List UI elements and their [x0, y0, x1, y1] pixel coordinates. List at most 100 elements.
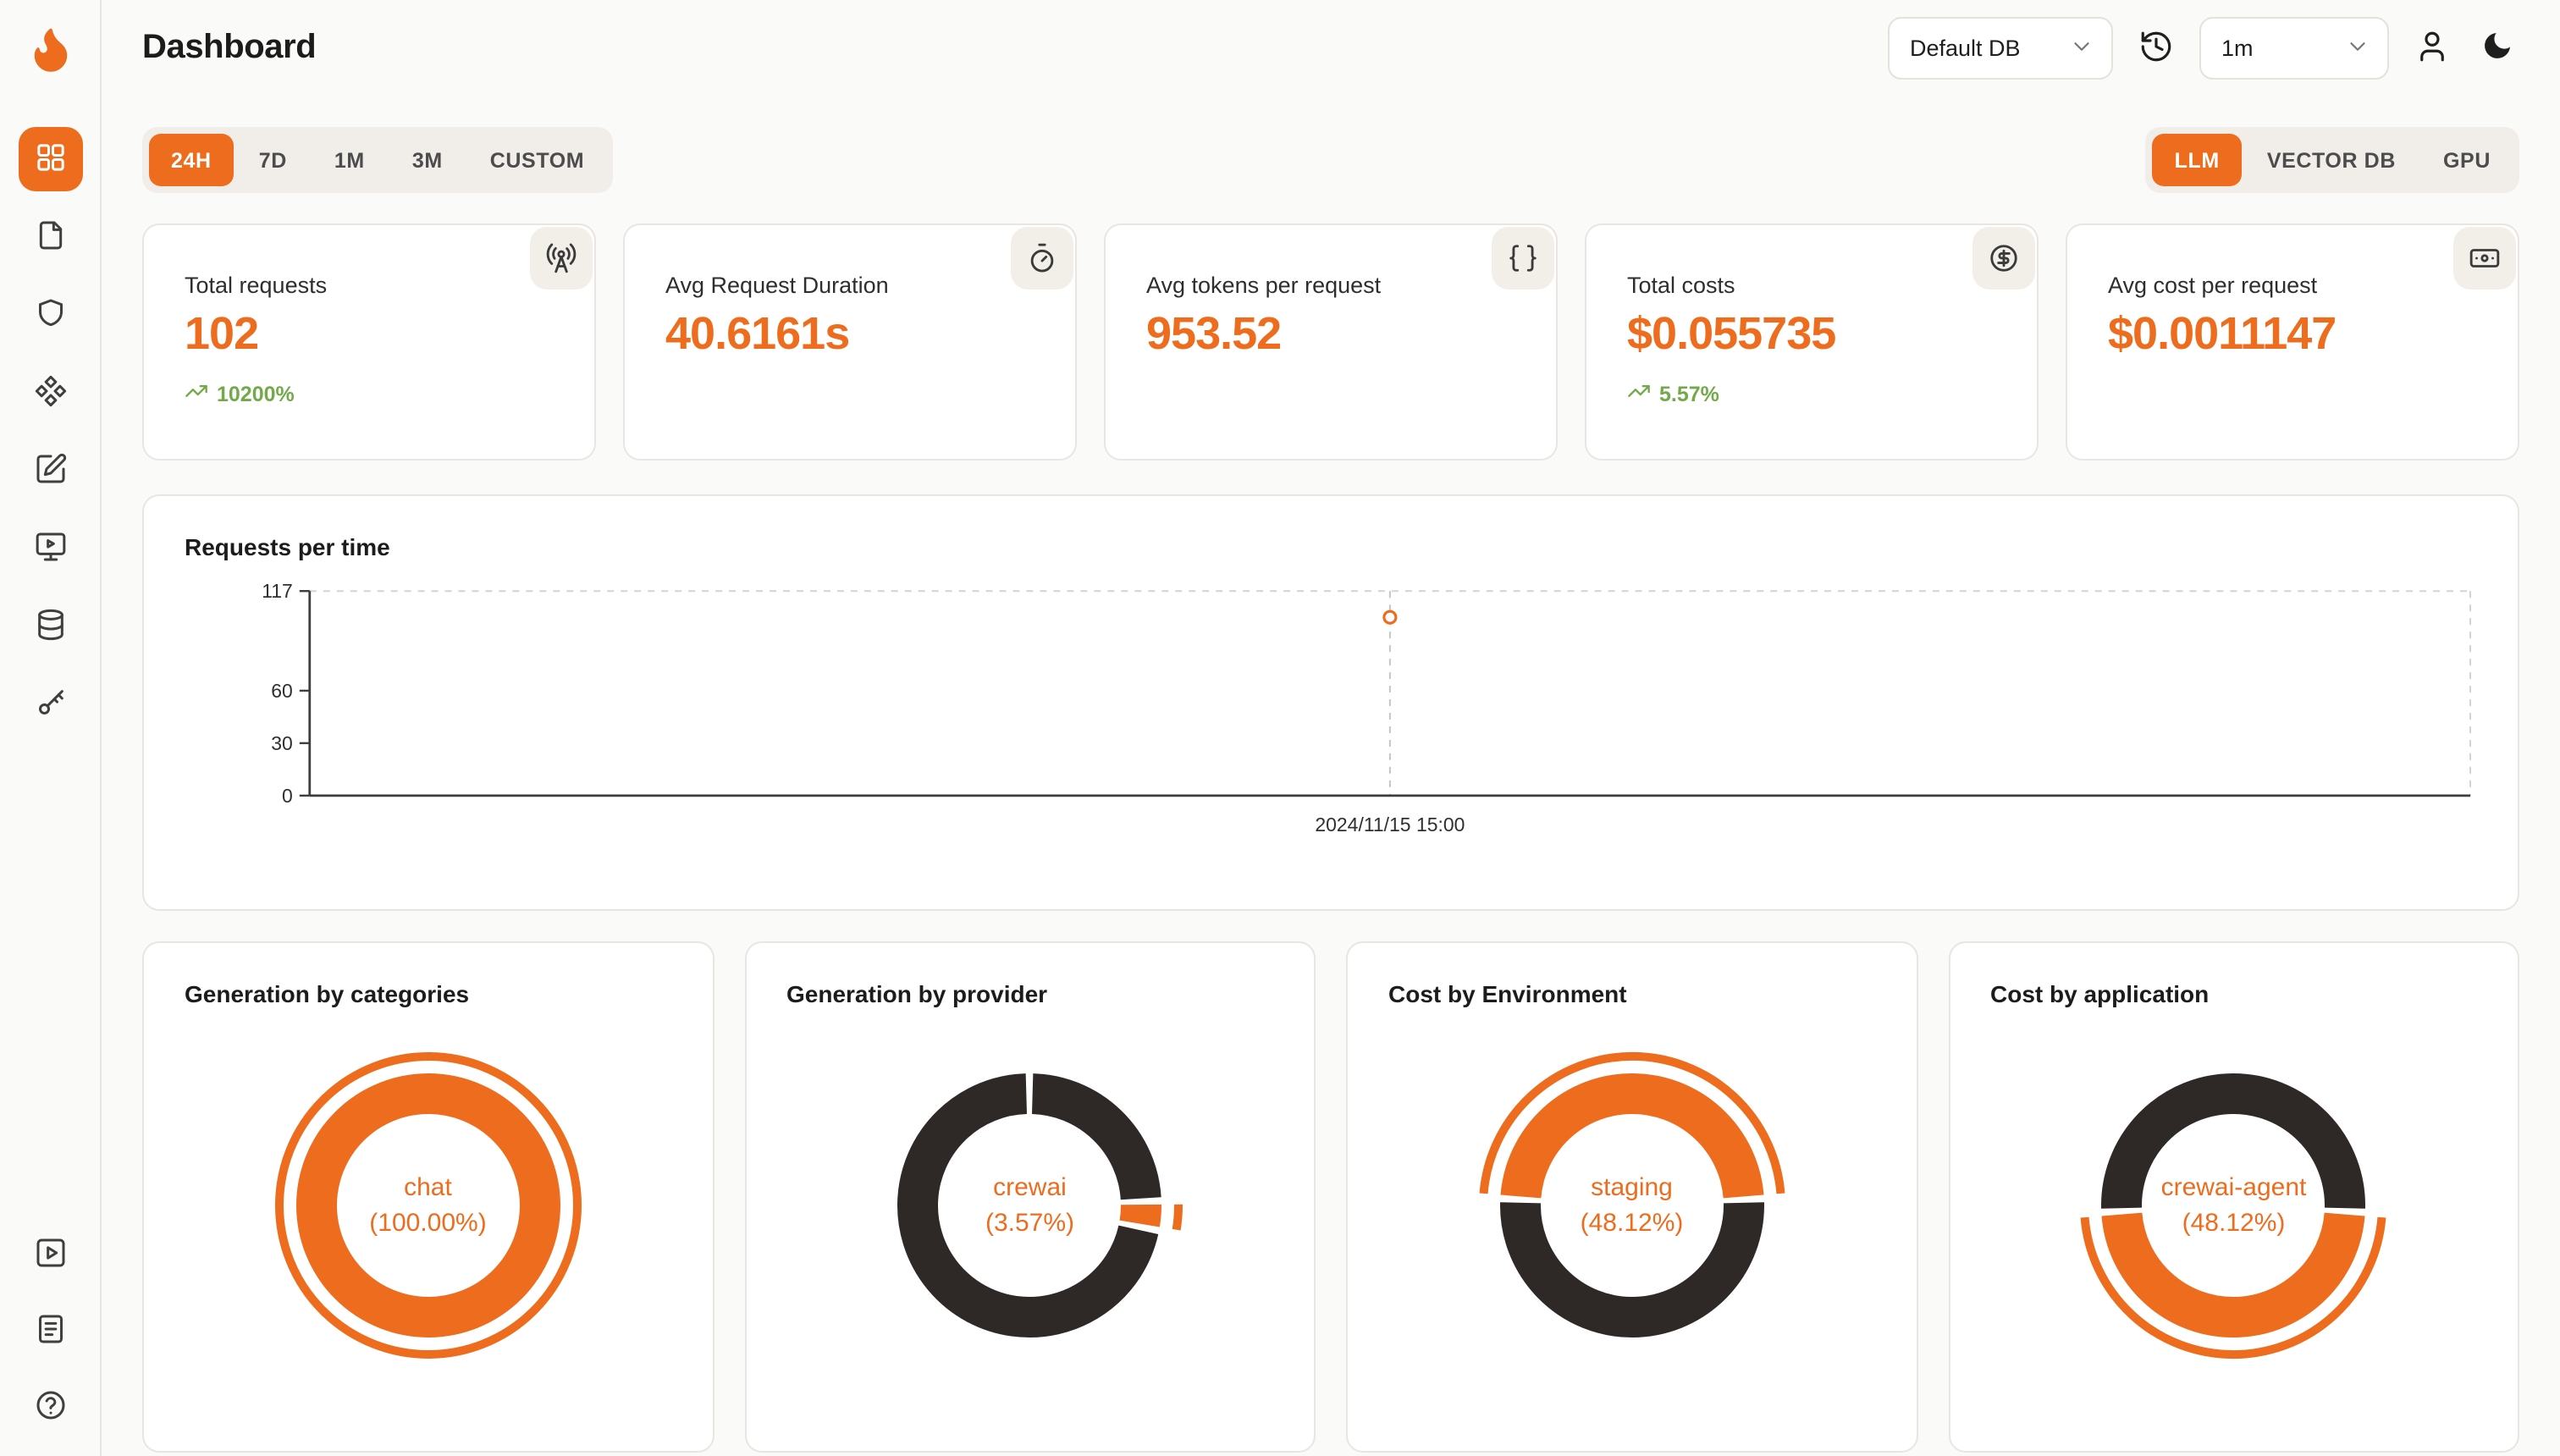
- generation-by-categories-donut-chart[interactable]: chat (100.00%): [268, 1045, 589, 1366]
- sidebar-item-help[interactable]: [18, 1375, 82, 1439]
- user-menu-button[interactable]: [2409, 23, 2455, 74]
- sidebar-item-dashboard[interactable]: [18, 127, 82, 191]
- refresh-interval-value: 1m: [2221, 36, 2254, 61]
- donut-card-cost-by-environment: Cost by Environment staging (48.12%): [1346, 941, 1917, 1453]
- svg-text:2024/11/15 15:00: 2024/11/15 15:00: [1315, 813, 1465, 836]
- requests-per-time-card: Requests per time 0 30 60 117 2024/11/15 15:…: [142, 494, 2519, 911]
- tab-gpu[interactable]: GPU: [2421, 134, 2513, 186]
- filters-row: 24H 7D 1M 3M CUSTOM LLM VECTOR DB GPU: [142, 127, 2519, 193]
- donut-center-label: staging (48.12%): [1580, 1173, 1684, 1238]
- stat-value: 953.52: [1146, 308, 1282, 359]
- donut-center-label: crewai-agent (48.12%): [2160, 1173, 2307, 1238]
- sidebar-item-requests[interactable]: [18, 205, 82, 269]
- refresh-history-button[interactable]: [2133, 23, 2179, 74]
- sidebar-item-playground[interactable]: [18, 516, 82, 581]
- stat-trend: 10200%: [185, 379, 554, 408]
- sidebar-item-documentation[interactable]: [18, 1299, 82, 1363]
- donut-row: Generation by categories chat (100.00%) …: [142, 941, 2519, 1453]
- sidebar-item-databases[interactable]: [18, 594, 82, 659]
- sidebar-item-integrations[interactable]: [18, 361, 82, 425]
- donut-center-label: crewai (3.57%): [985, 1173, 1075, 1238]
- tab-3m[interactable]: 3M: [390, 134, 465, 186]
- stat-label: Total costs: [1627, 273, 1735, 298]
- svg-text:30: 30: [271, 732, 293, 754]
- database-select[interactable]: Default DB: [1888, 17, 2113, 80]
- banknote-icon: [2453, 227, 2516, 290]
- chart-title: Generation by provider: [786, 980, 1048, 1007]
- time-range-tabs: 24H 7D 1M 3M CUSTOM: [142, 127, 614, 193]
- app-logo-flame-icon[interactable]: [23, 22, 77, 76]
- stat-trend: 5.57%: [1627, 379, 1996, 408]
- prompt-edit-icon: [33, 451, 67, 490]
- documentation-icon: [33, 1311, 67, 1350]
- topbar: Dashboard Default DB 1m: [102, 0, 2560, 97]
- antenna-icon: [530, 227, 593, 290]
- chevron-down-icon: [2069, 33, 2094, 63]
- stat-value: $0.0011147: [2108, 308, 2337, 359]
- generation-by-provider-donut-chart[interactable]: crewai (3.57%): [869, 1045, 1191, 1366]
- cost-by-application-donut-chart[interactable]: crewai-agent (48.12%): [2073, 1045, 2395, 1366]
- tab-custom[interactable]: CUSTOM: [468, 134, 607, 186]
- theme-toggle-button[interactable]: [2475, 24, 2519, 73]
- stat-label: Avg tokens per request: [1146, 273, 1382, 298]
- refresh-interval-select[interactable]: 1m: [2199, 17, 2389, 80]
- chart-title: Cost by Environment: [1388, 980, 1627, 1007]
- donut-card-cost-by-application: Cost by application crewai-agent (48.12%…: [1948, 941, 2519, 1453]
- chart-title: Generation by categories: [185, 980, 470, 1007]
- stat-value: $0.055735: [1627, 308, 1836, 359]
- donut-card-generation-by-provider: Generation by provider crewai (3.57%): [744, 941, 1316, 1453]
- playground-monitor-icon: [33, 529, 67, 568]
- chart-title: Cost by application: [1990, 980, 2210, 1007]
- topbar-actions: Default DB 1m: [1888, 17, 2519, 80]
- integrations-icon: [33, 373, 67, 412]
- braces-icon: [1492, 227, 1554, 290]
- dollar-circle-icon: [1972, 227, 2035, 290]
- source-tabs: LLM VECTOR DB GPU: [2145, 127, 2519, 193]
- stat-card-avg-cost: Avg cost per request $0.0011147: [2066, 223, 2519, 461]
- database-icon: [33, 607, 67, 646]
- dashboard-grid-icon: [33, 140, 67, 179]
- user-icon: [2414, 28, 2450, 69]
- sidebar-item-api-keys[interactable]: [18, 672, 82, 736]
- tab-7d[interactable]: 7D: [237, 134, 309, 186]
- stat-value: 102: [185, 308, 259, 359]
- donut-center-label: chat (100.00%): [369, 1173, 487, 1238]
- sidebar-item-exceptions[interactable]: [18, 283, 82, 347]
- sidebar-item-getting-started[interactable]: [18, 1222, 82, 1287]
- tab-vector-db[interactable]: VECTOR DB: [2245, 134, 2418, 186]
- shield-icon: [33, 295, 67, 334]
- stat-label: Total requests: [185, 273, 328, 298]
- donut-card-generation-by-categories: Generation by categories chat (100.00%): [142, 941, 714, 1453]
- tab-1m[interactable]: 1M: [312, 134, 387, 186]
- stat-label: Avg Request Duration: [665, 273, 889, 298]
- requests-line-chart[interactable]: 0 30 60 117 2024/11/15 15:00: [185, 577, 2477, 848]
- sidebar-nav: [18, 127, 82, 736]
- stat-card-total-costs: Total costs $0.055735 5.57%: [1585, 223, 2039, 461]
- chevron-down-icon: [2345, 33, 2370, 63]
- requests-file-icon: [33, 218, 67, 256]
- svg-text:0: 0: [282, 785, 293, 807]
- stat-card-avg-tokens: Avg tokens per request 953.52: [1104, 223, 1558, 461]
- cost-by-environment-donut-chart[interactable]: staging (48.12%): [1471, 1045, 1793, 1366]
- trending-up-icon: [1627, 379, 1651, 408]
- stat-card-avg-duration: Avg Request Duration 40.6161s: [623, 223, 1077, 461]
- svg-text:117: 117: [262, 580, 293, 602]
- stat-value: 40.6161s: [665, 308, 850, 359]
- getting-started-play-icon: [33, 1235, 67, 1274]
- moon-icon: [2480, 29, 2514, 68]
- stat-label: Avg cost per request: [2108, 273, 2318, 298]
- svg-text:60: 60: [271, 680, 293, 702]
- stats-row: Total requests 102 10200% Avg Request Du…: [142, 223, 2519, 461]
- api-key-icon: [33, 685, 67, 724]
- dashboard-content: 24H 7D 1M 3M CUSTOM LLM VECTOR DB GPU: [102, 97, 2560, 1453]
- chart-title: Requests per time: [185, 533, 390, 560]
- page-title: Dashboard: [142, 29, 317, 66]
- tab-llm[interactable]: LLM: [2152, 134, 2242, 186]
- help-circle-icon: [33, 1387, 67, 1426]
- tab-24h[interactable]: 24H: [149, 134, 234, 186]
- database-select-value: Default DB: [1910, 36, 2021, 61]
- timer-icon: [1011, 227, 1073, 290]
- sidebar-item-prompts[interactable]: [18, 438, 82, 503]
- sidebar: [0, 0, 102, 1456]
